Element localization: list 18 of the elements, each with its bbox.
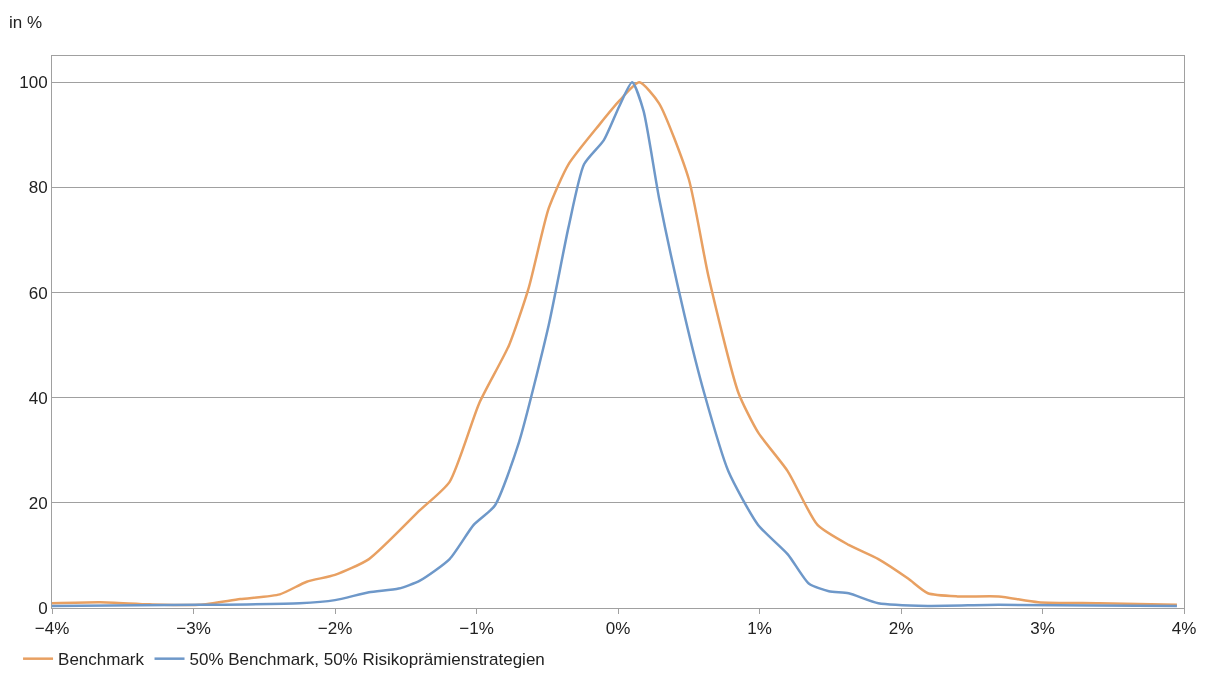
y-tick-label: 20 — [28, 493, 48, 513]
legend-label: Benchmark — [58, 650, 145, 670]
x-tick-label: 4% — [1171, 619, 1197, 639]
y-tick-label: 100 — [19, 73, 48, 93]
y-tick-label: 0 — [38, 598, 48, 618]
x-tick-label: 1% — [747, 619, 772, 639]
y-tick-label: 40 — [28, 388, 48, 408]
y-tick-label: 80 — [28, 178, 48, 198]
x-tick-label: 2% — [888, 619, 914, 639]
y-axis-title: in % — [9, 13, 43, 32]
x-tick-label: −1% — [459, 619, 494, 639]
x-tick-label: −4% — [34, 619, 70, 639]
x-tick-label: 3% — [1030, 619, 1055, 639]
x-tick-label: 0% — [605, 619, 631, 639]
legend-label: 50% Benchmark, 50% Risikoprämienstrategien — [189, 650, 545, 670]
x-tick-label: −3% — [176, 619, 211, 639]
y-tick-label: 60 — [28, 283, 48, 303]
x-tick-label: −2% — [317, 619, 353, 639]
